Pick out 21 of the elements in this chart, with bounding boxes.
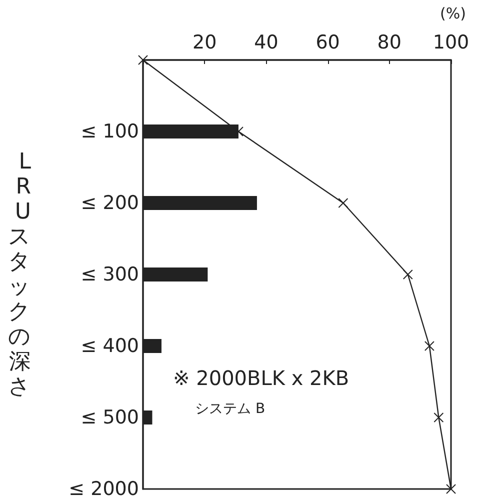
annotation: ※ 2000BLK x 2KB	[173, 366, 350, 390]
y-tick-label: ≤ 300	[80, 264, 139, 286]
x-tick-label: 100	[432, 32, 470, 54]
y-tick-label: ≤ 100	[80, 120, 139, 142]
x-axis-title: (%)	[440, 4, 466, 22]
point	[446, 484, 456, 494]
point	[424, 341, 434, 351]
point	[402, 270, 413, 280]
x-tick-label: 80	[377, 32, 402, 54]
y-tick-label: ≤ 200	[80, 192, 139, 214]
text: LRUスタックの深さ	[8, 150, 31, 400]
y-tick-label: ≤ 500	[80, 406, 139, 428]
y-tick-label: ≤ 400	[80, 335, 139, 357]
x-tick-label: 20	[192, 32, 217, 54]
x-tick-label: 40	[254, 32, 278, 54]
point	[338, 198, 348, 208]
point	[434, 412, 444, 422]
x-tick-label: 60	[316, 32, 340, 54]
annotation: システム B	[195, 401, 266, 417]
point	[138, 55, 148, 65]
y-tick-label: ≤ 2000	[68, 478, 139, 500]
